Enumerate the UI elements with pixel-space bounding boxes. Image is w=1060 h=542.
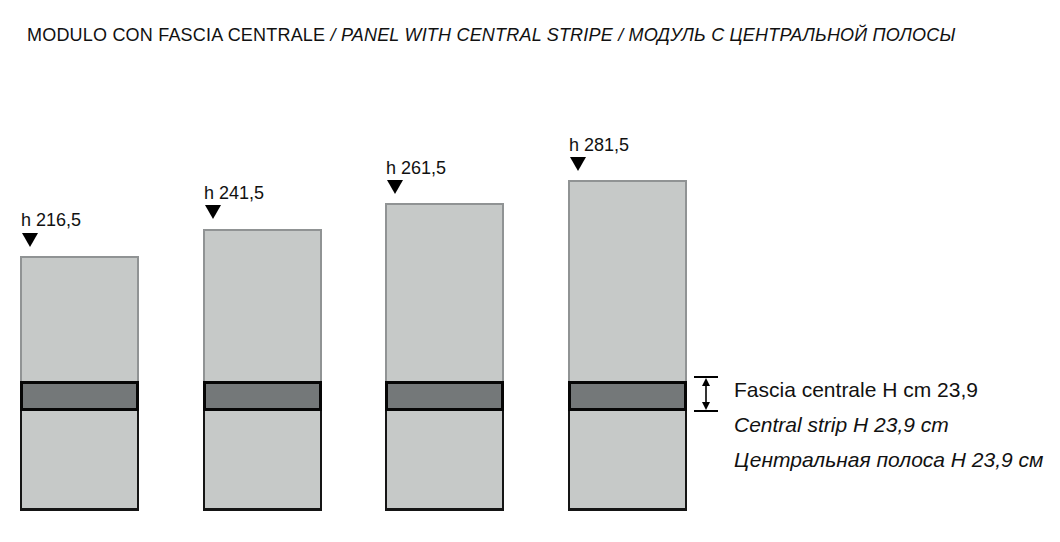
annotation-english: Central strip H 23,9 cm [734,407,1043,442]
panel-central-stripe [203,381,322,411]
panel-central-stripe [568,381,687,411]
stripe-height-dimension-arrow-icon [692,372,720,414]
height-marker-triangle-icon [387,180,403,194]
title-separator: / [325,25,341,45]
stripe-annotation: Fascia centrale H cm 23,9 Central strip … [734,372,1043,477]
diagram-canvas: MODULO CON FASCIA CENTRALE / PANEL WITH … [0,0,1060,542]
height-marker-triangle-icon [22,233,38,247]
title-english: PANEL WITH CENTRAL STRIPE [341,25,613,45]
panel-height-label: h 261,5 [386,159,446,177]
panel-upper-section [20,256,139,381]
panel [203,229,322,511]
title-russian: МОДУЛЬ С ЦЕНТРАЛЬНОЙ ПОЛОСЫ [629,25,956,45]
title-separator: / [613,25,629,45]
panel-central-stripe [385,381,504,411]
panel [20,256,139,511]
panel-height-label: h 241,5 [204,184,264,202]
panel-upper-section [203,229,322,381]
panel-upper-section [568,180,687,381]
panel [568,180,687,511]
annotation-italian: Fascia centrale H cm 23,9 [734,372,1043,407]
panel-lower-section [20,411,139,511]
panel-lower-section [203,411,322,511]
title-italian: MODULO CON FASCIA CENTRALE [27,25,325,45]
height-marker-triangle-icon [570,157,586,171]
height-marker-triangle-icon [205,205,221,219]
panel-lower-section [385,411,504,511]
panel-central-stripe [20,381,139,411]
page-title: MODULO CON FASCIA CENTRALE / PANEL WITH … [27,25,956,46]
panel [385,203,504,511]
panel-height-label: h 281,5 [569,136,629,154]
panel-lower-section [568,411,687,511]
panel-upper-section [385,203,504,381]
panel-height-label: h 216,5 [21,211,81,229]
annotation-russian: Центральная полоса H 23,9 см [734,442,1043,477]
